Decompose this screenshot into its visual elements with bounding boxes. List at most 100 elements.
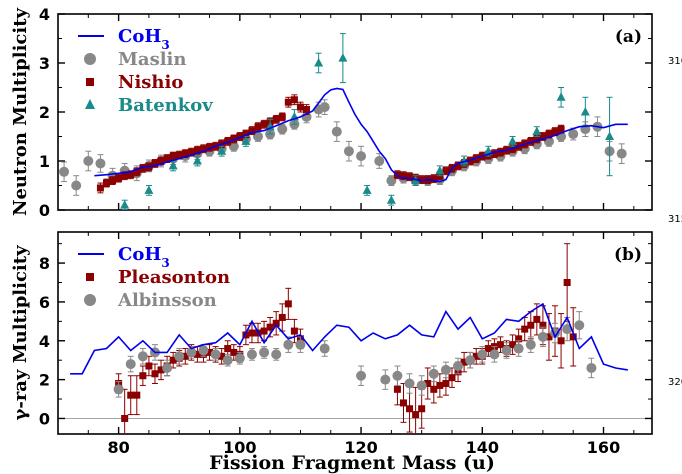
data-point [380, 374, 391, 385]
data-point [174, 351, 185, 362]
data-point [314, 58, 324, 67]
series-line [94, 87, 628, 183]
data-point [551, 128, 559, 136]
data-point [406, 405, 414, 413]
y-tick-label: 4 [39, 5, 50, 24]
data-point [418, 176, 426, 184]
data-point [272, 319, 280, 327]
data-point [574, 320, 585, 331]
data-point [527, 137, 535, 145]
legend-label: Batenkov [118, 95, 213, 116]
data-point [145, 362, 153, 370]
data-point [193, 350, 201, 358]
data-point [509, 341, 517, 349]
data-point [557, 125, 565, 133]
legend-label: Pleasonton [118, 267, 230, 288]
data-point [319, 343, 330, 354]
legend-swatch [86, 78, 94, 86]
data-point [198, 345, 209, 356]
data-point [277, 124, 288, 135]
x-tick-label: 160 [587, 438, 620, 457]
data-point [296, 103, 304, 111]
data-point [525, 339, 536, 350]
data-point [260, 120, 268, 128]
data-point [186, 347, 197, 358]
data-point [127, 171, 135, 179]
data-point [206, 348, 214, 356]
data-point [248, 127, 256, 135]
data-point [466, 157, 474, 165]
data-point [115, 174, 123, 182]
panel-a: 0 1 2 3 4 Neutron Multiplicity (a) CoH3MaslinNi… [10, 5, 653, 220]
data-point [435, 165, 445, 175]
data-point [125, 359, 136, 370]
data-point [234, 353, 245, 364]
data-point [515, 335, 523, 343]
data-point [496, 148, 504, 156]
data-point [151, 159, 159, 167]
plot-area [59, 33, 628, 210]
data-point [199, 145, 207, 153]
data-point [284, 98, 292, 106]
data-point [266, 323, 274, 331]
data-point [386, 175, 397, 186]
data-point [284, 300, 292, 308]
y-tick-label: 1 [39, 152, 50, 171]
data-point [95, 158, 106, 169]
data-point [616, 148, 627, 159]
line-number: 320 [668, 377, 682, 388]
data-point [454, 162, 462, 170]
data-point [543, 136, 554, 147]
data-point [283, 339, 294, 350]
legend-swatch [84, 53, 96, 65]
data-point [120, 200, 130, 209]
data-point [428, 368, 439, 379]
data-point [484, 345, 492, 353]
data-point [513, 343, 524, 354]
data-point [272, 115, 280, 123]
legend-swatch [84, 294, 96, 306]
data-point [477, 349, 488, 360]
legend-label: Albinsson [117, 290, 217, 311]
data-point [416, 380, 427, 391]
data-point [496, 341, 504, 349]
data-point [303, 106, 311, 114]
data-point [222, 355, 233, 366]
data-point [399, 172, 407, 180]
data-point [539, 321, 547, 329]
data-point [545, 333, 553, 341]
data-point [113, 384, 124, 395]
data-point [151, 370, 159, 378]
plot-area [70, 243, 628, 434]
data-point [210, 349, 221, 360]
data-point [521, 325, 529, 333]
data-point [440, 364, 451, 375]
data-point [230, 348, 238, 356]
data-point [248, 329, 256, 337]
data-point [404, 378, 415, 389]
x-tick-label: 120 [344, 438, 377, 457]
data-point [331, 126, 342, 137]
data-point [59, 166, 70, 177]
y-tick-label: 4 [39, 332, 50, 351]
data-point [230, 135, 238, 143]
data-point [133, 391, 141, 399]
data-point [374, 156, 385, 166]
data-point [563, 279, 571, 286]
data-point [228, 141, 239, 152]
x-tick-label: 80 [107, 438, 129, 457]
panel-label: (b) [614, 245, 642, 265]
data-point [217, 146, 227, 155]
data-point [568, 129, 579, 140]
data-point [508, 136, 518, 145]
data-point [356, 151, 367, 162]
data-point [169, 152, 177, 160]
data-point [605, 131, 615, 140]
data-point [169, 356, 177, 364]
data-point [489, 349, 500, 360]
data-point [557, 337, 565, 345]
legend-label: Nishio [118, 72, 183, 93]
data-point [181, 150, 189, 158]
